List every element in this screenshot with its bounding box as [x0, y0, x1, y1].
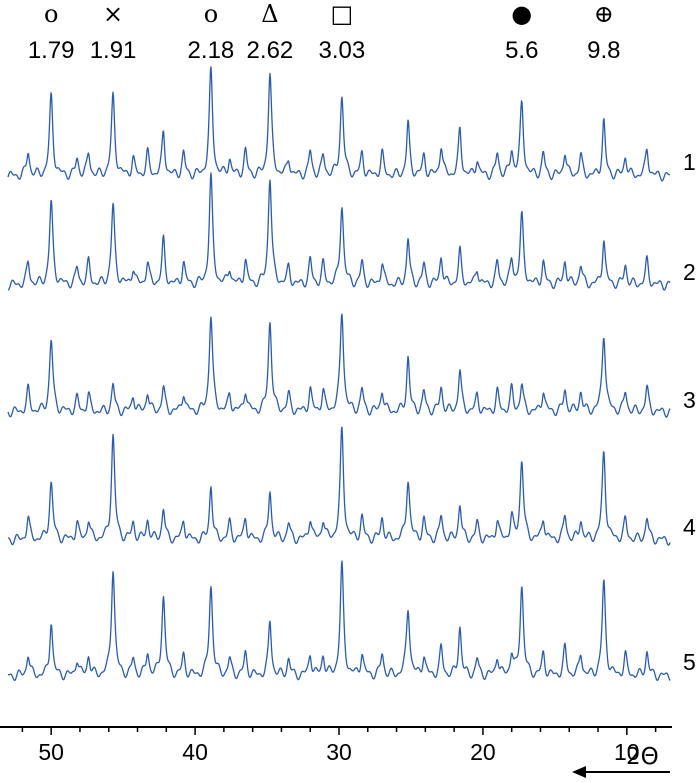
series-trace-2 [7, 172, 671, 291]
series-label: 3 [683, 387, 696, 413]
series-label: 5 [683, 649, 696, 675]
peak-d-value: 1.91 [90, 37, 137, 64]
series-label: 1 [683, 149, 696, 175]
x-tick-label: 10 [614, 739, 640, 765]
x-tick-label: 40 [182, 739, 208, 765]
series-trace-3 [7, 313, 671, 418]
xrd-traces [7, 66, 671, 682]
x-tick-label: 50 [38, 739, 64, 765]
series-label: 4 [683, 514, 696, 540]
series-label: 2 [683, 259, 696, 285]
x-tick-label: 30 [326, 739, 352, 765]
peak-d-value: 2.18 [188, 37, 235, 64]
peak-symbol: Δ [261, 0, 278, 28]
peak-d-value: 1.79 [28, 37, 75, 64]
series-labels: 1 2 3 4 5 [683, 149, 696, 675]
x-axis-label: 2Θ [626, 744, 659, 770]
peak-symbol: o [44, 0, 58, 28]
x-axis: 50 40 30 20 10 [0, 726, 672, 765]
peak-symbol: □ [331, 0, 354, 28]
series-trace-5 [7, 560, 671, 682]
peak-d-value: 5.6 [505, 37, 538, 64]
series-trace-1 [7, 66, 671, 182]
peak-symbol: ● [511, 0, 532, 28]
peak-symbol: o [204, 0, 218, 28]
peak-d-value: 2.62 [247, 37, 294, 64]
direction-arrow-head [572, 766, 586, 778]
peak-d-value: 3.03 [319, 37, 366, 64]
series-trace-4 [7, 426, 671, 546]
peak-annotations: o 1.79 × 1.91 o 2.18 Δ 2.62 □ 3.03 ● 5.6 ⊕ 9.8 [28, 0, 621, 64]
peak-d-value: 9.8 [587, 37, 620, 64]
peak-symbol: × [103, 0, 123, 28]
x-tick-label: 20 [470, 739, 496, 765]
x-axis-label-group: 2Θ [572, 744, 670, 778]
peak-symbol: ⊕ [594, 0, 614, 28]
